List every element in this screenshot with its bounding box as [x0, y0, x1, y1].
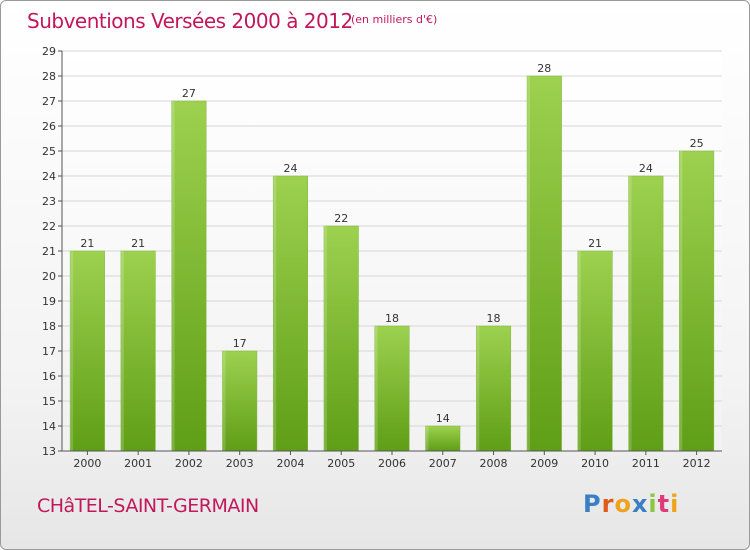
bar-2001 [120, 250, 156, 452]
x-tick-label-2001: 2001 [124, 457, 152, 470]
y-tick-label: 22 [42, 220, 56, 233]
y-tick-label: 18 [42, 320, 56, 333]
bar-2008 [476, 325, 512, 452]
logo-letter: t [657, 490, 671, 518]
x-tick-label-2002: 2002 [175, 457, 203, 470]
x-tick-label-2003: 2003 [226, 457, 254, 470]
bar-highlight [628, 176, 632, 451]
y-tick-label: 21 [42, 245, 56, 258]
bar-highlight [70, 251, 74, 451]
bar-2000 [69, 250, 105, 452]
x-tick-label-2005: 2005 [327, 457, 355, 470]
data-label-2009: 28 [537, 62, 551, 75]
data-label-2008: 18 [487, 312, 501, 325]
x-tick-label-2007: 2007 [429, 457, 457, 470]
bar-2006 [374, 325, 410, 452]
y-tick-label: 29 [42, 45, 56, 58]
bar-2007 [425, 425, 461, 452]
logo-letter: o [614, 490, 632, 518]
bar-highlight [273, 176, 277, 451]
bar-highlight [679, 151, 683, 451]
y-tick-label: 26 [42, 120, 56, 133]
bar-2003 [222, 350, 258, 452]
data-label-2010: 21 [588, 237, 602, 250]
bar-2012 [679, 150, 715, 452]
y-tick-label: 23 [42, 195, 56, 208]
bar-highlight [323, 226, 327, 451]
y-tick-label: 19 [42, 295, 56, 308]
bar-2005 [323, 225, 359, 452]
y-tick-label: 25 [42, 145, 56, 158]
x-tick-label-2000: 2000 [73, 457, 101, 470]
bar-highlight [222, 351, 226, 451]
x-tick-label-2006: 2006 [378, 457, 406, 470]
data-label-2002: 27 [182, 87, 196, 100]
x-tick-label-2009: 2009 [530, 457, 558, 470]
data-label-2012: 25 [690, 137, 704, 150]
y-tick-label: 28 [42, 70, 56, 83]
bar-highlight [476, 326, 480, 451]
bar-highlight [374, 326, 378, 451]
bar-2009 [526, 75, 562, 452]
bar-2004 [272, 175, 308, 452]
y-tick-label: 27 [42, 95, 56, 108]
chart-unit: (en milliers d'€) [351, 13, 438, 26]
y-tick-label: 24 [42, 170, 56, 183]
data-label-2004: 24 [283, 162, 297, 175]
bar-2010 [577, 250, 613, 452]
bar-highlight [527, 76, 531, 451]
data-label-2003: 17 [233, 337, 247, 350]
chart-title: Subventions Versées 2000 à 2012 [27, 9, 353, 33]
logo-letter: P [583, 490, 602, 518]
logo-letter: i [648, 490, 658, 518]
x-tick-label-2012: 2012 [683, 457, 711, 470]
y-tick-label: 17 [42, 345, 56, 358]
data-label-2001: 21 [131, 237, 145, 250]
data-label-2006: 18 [385, 312, 399, 325]
y-tick-label: 16 [42, 370, 56, 383]
x-tick-label-2010: 2010 [581, 457, 609, 470]
y-tick-label: 20 [42, 270, 56, 283]
bar-highlight [577, 251, 581, 451]
commune-name: CHâTEL-SAINT-GERMAIN [37, 495, 259, 517]
data-label-2000: 21 [80, 237, 94, 250]
bar-highlight [120, 251, 124, 451]
y-tick-label: 15 [42, 395, 56, 408]
data-label-2005: 22 [334, 212, 348, 225]
x-tick-label-2011: 2011 [632, 457, 660, 470]
bar-2011 [628, 175, 664, 452]
logo-letter: x [631, 490, 649, 518]
bar-2002 [171, 100, 207, 452]
data-label-2011: 24 [639, 162, 653, 175]
bar-highlight [171, 101, 175, 451]
logo-letter: i [670, 490, 680, 518]
x-tick-label-2008: 2008 [480, 457, 508, 470]
y-tick-label: 14 [42, 420, 56, 433]
y-tick-label: 13 [42, 445, 56, 458]
bar-highlight [425, 426, 429, 451]
data-label-2007: 14 [436, 412, 450, 425]
proxiti-logo: Proxiti [583, 490, 679, 518]
x-tick-label-2004: 2004 [276, 457, 304, 470]
logo-letter: r [601, 490, 615, 518]
